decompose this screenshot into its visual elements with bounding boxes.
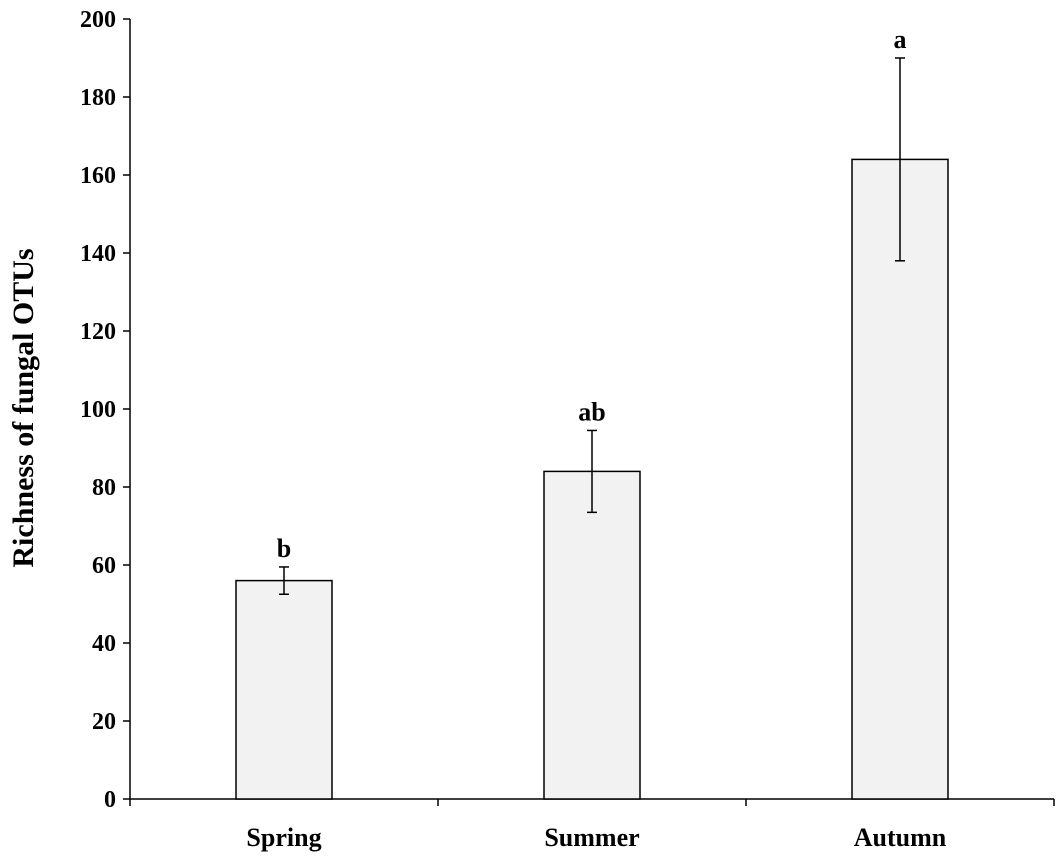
y-tick-label: 140	[80, 241, 116, 267]
y-tick-label: 120	[80, 319, 116, 345]
significance-label-spring: b	[277, 534, 291, 563]
labels: b Spring ab Summer a Autumn	[246, 25, 946, 852]
y-tick-label: 180	[80, 85, 116, 111]
bars	[235, 57, 949, 800]
y-tick-label: 60	[92, 553, 116, 579]
y-tick-label: 20	[92, 709, 116, 735]
bar-spring	[235, 579, 333, 800]
x-tick-label-summer: Summer	[544, 823, 639, 852]
y-axis-title: Richness of fungal OTUs	[7, 248, 40, 567]
x-tick-label-spring: Spring	[246, 823, 321, 852]
bar-summer	[543, 470, 641, 800]
y-tick-label: 40	[92, 631, 116, 657]
axes: 0 20 40 60 80 100 120 140 160 180 200	[80, 7, 1055, 813]
y-tick-label: 0	[104, 787, 116, 813]
significance-label-autumn: a	[894, 25, 907, 54]
y-tick-label: 200	[80, 7, 116, 33]
y-tick-label: 100	[80, 397, 116, 423]
y-tick-label: 80	[92, 475, 116, 501]
bar-autumn	[851, 158, 949, 800]
y-tick-label: 160	[80, 163, 116, 189]
significance-label-summer: ab	[578, 397, 605, 426]
x-tick-label-autumn: Autumn	[854, 823, 947, 852]
